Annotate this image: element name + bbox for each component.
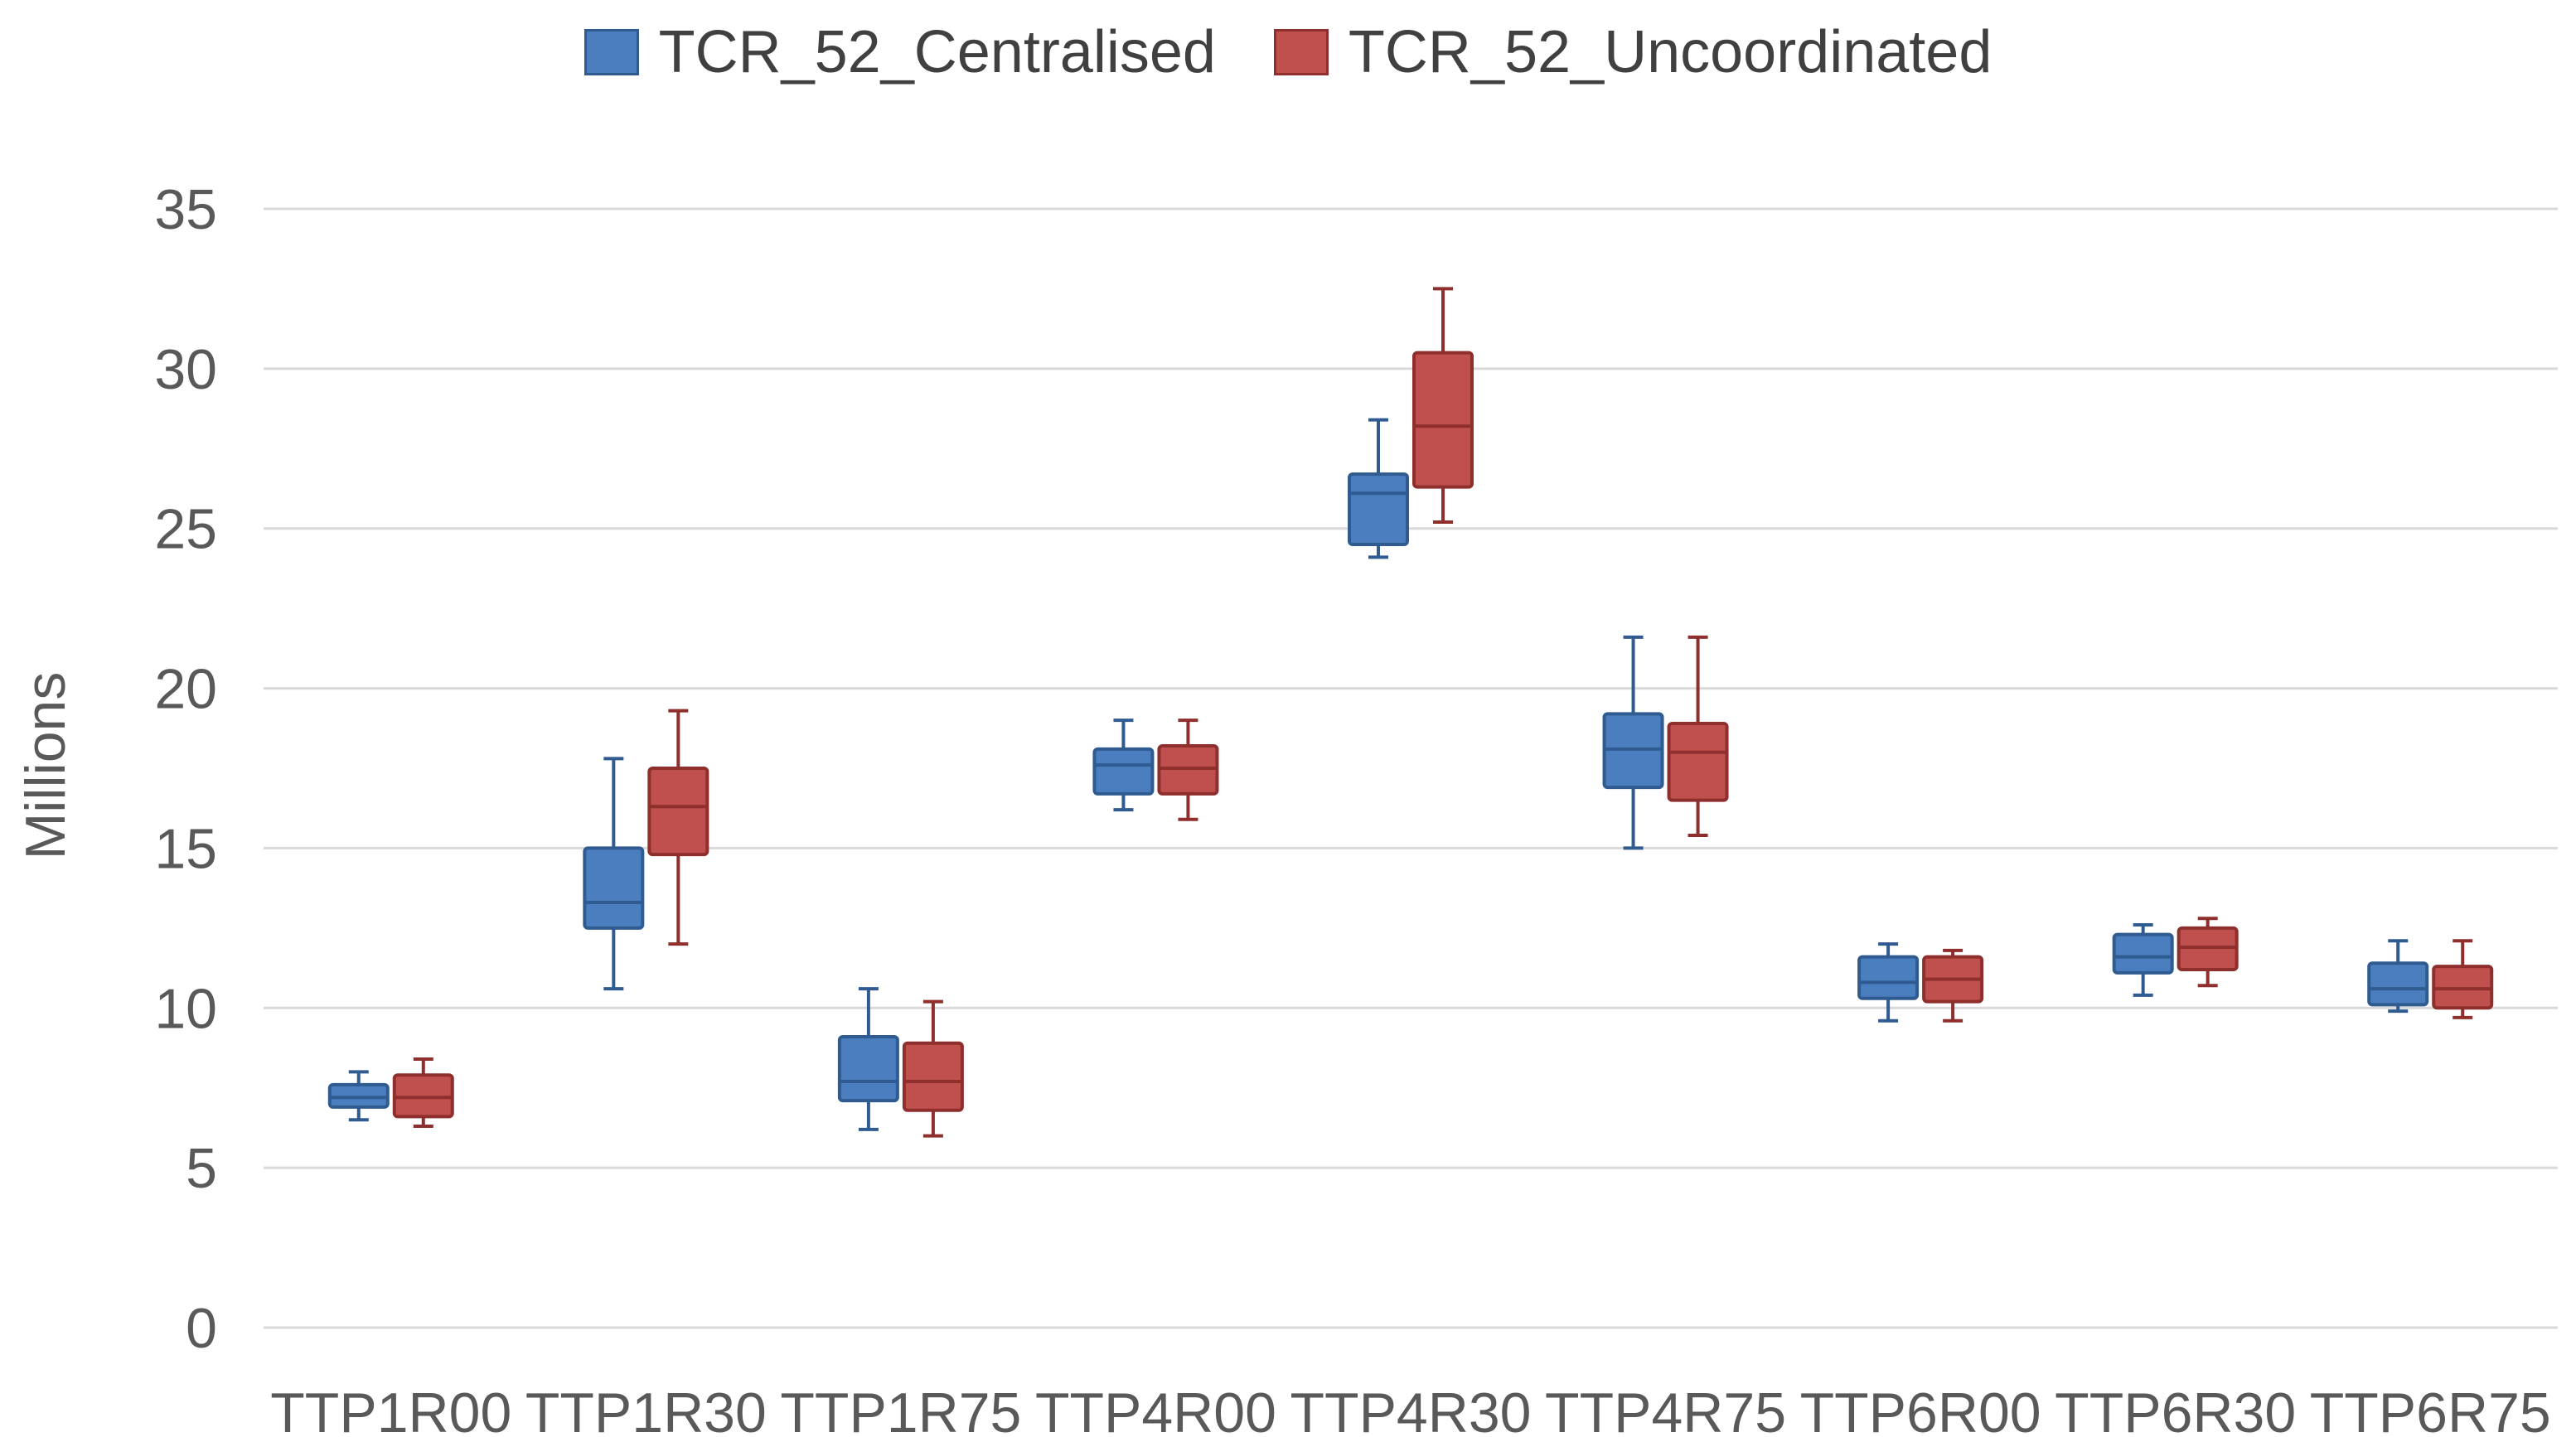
box-iqr [837,1035,899,1103]
box-iqr [1412,351,1474,489]
x-tick-label-ttp1r00: TTP1R00 [270,1381,511,1437]
box-uncoordinated-ttp4r00[interactable] [1157,718,1219,821]
box-centralised-ttp4r75[interactable] [1602,635,1664,850]
box-iqr [1667,722,1729,802]
box-iqr [2367,961,2429,1007]
series-uncoordinated [392,287,2494,1138]
y-tick-label-30: 30 [154,338,217,401]
legend-item-uncoordinated[interactable]: TCR_52_Uncoordinated [1273,18,1993,86]
chart-legend: TCR_52_Centralised TCR_52_Uncoordinated [0,15,2576,90]
box-series [327,287,2494,1138]
box-iqr [647,767,709,857]
box-uncoordinated-ttp4r30[interactable] [1412,287,1474,524]
box-iqr [2112,932,2174,975]
box-uncoordinated-ttp6r75[interactable] [2432,939,2494,1019]
legend-label-centralised: TCR_52_Centralised [658,19,1216,85]
box-centralised-ttp4r30[interactable] [1348,418,1409,559]
gridlines [264,207,2558,1329]
box-centralised-ttp1r00[interactable] [327,1070,390,1122]
box-centralised-ttp6r30[interactable] [2112,923,2174,997]
y-tick-label-15: 15 [154,817,217,880]
box-uncoordinated-ttp1r30[interactable] [647,709,709,946]
y-tick-label-25: 25 [154,498,217,561]
y-tick-label-20: 20 [154,658,217,721]
y-tick-label-5: 5 [186,1137,217,1200]
box-iqr [1857,955,1920,1000]
box-iqr [1348,472,1409,547]
series-centralised [327,418,2429,1131]
x-tick-label-ttp1r30: TTP1R30 [525,1381,767,1437]
box-uncoordinated-ttp6r30[interactable] [2177,917,2239,988]
x-tick-label-ttp4r75: TTP4R75 [1545,1381,1786,1437]
legend-item-centralised[interactable]: TCR_52_Centralised [583,18,1216,86]
y-tick-label-10: 10 [154,977,217,1040]
box-centralised-ttp1r30[interactable] [583,757,645,991]
y-axis-tick-labels: 0 5 10 15 20 25 30 35 [154,178,217,1360]
box-iqr [1092,747,1155,796]
y-tick-label-0: 0 [186,1297,217,1360]
box-iqr [583,846,645,930]
x-tick-label-ttp6r75: TTP6R75 [2310,1381,2551,1437]
box-uncoordinated-ttp4r75[interactable] [1667,635,1729,837]
y-tick-label-35: 35 [154,178,217,241]
box-centralised-ttp4r00[interactable] [1092,718,1155,812]
x-tick-label-ttp6r00: TTP6R00 [1800,1381,2041,1437]
x-tick-label-ttp4r00: TTP4R00 [1035,1381,1276,1437]
box-uncoordinated-ttp1r75[interactable] [902,999,964,1138]
x-tick-label-ttp1r75: TTP1R75 [780,1381,1021,1437]
box-centralised-ttp1r75[interactable] [837,987,899,1131]
y-axis-title: Millions [14,672,77,860]
legend-swatch-uncoordinated [1273,29,1329,75]
x-tick-label-ttp6r30: TTP6R30 [2055,1381,2296,1437]
box-iqr [902,1041,964,1112]
legend-swatch-centralised [583,29,639,75]
legend-label-uncoordinated: TCR_52_Uncoordinated [1348,19,1993,85]
box-centralised-ttp6r75[interactable] [2367,939,2429,1014]
x-tick-label-ttp4r30: TTP4R30 [1290,1381,1532,1437]
x-axis-tick-labels: TTP1R00 TTP1R30 TTP1R75 TTP4R00 TTP4R30 TTP4R… [270,1381,2550,1437]
box-uncoordinated-ttp6r00[interactable] [1922,948,1984,1023]
box-centralised-ttp6r00[interactable] [1857,942,1920,1023]
box-uncoordinated-ttp1r00[interactable] [392,1057,454,1128]
